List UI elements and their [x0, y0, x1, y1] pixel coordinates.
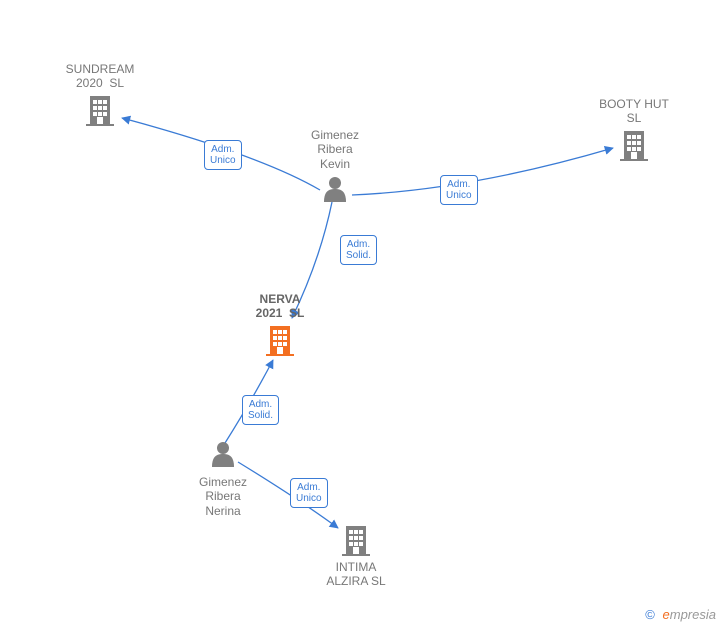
node-label-bootyhut: BOOTY HUT SL — [574, 97, 694, 126]
person-icon — [324, 177, 346, 202]
watermark: © empresia — [645, 607, 716, 622]
node-label-kevin: Gimenez Ribera Kevin — [275, 128, 395, 171]
brand-initial: e — [663, 607, 670, 622]
building-icon — [342, 526, 370, 556]
edge-label-kevin-nerva: Adm. Solid. — [340, 235, 377, 265]
building-icon — [266, 326, 294, 356]
brand-rest: mpresia — [670, 607, 716, 622]
node-label-sundream: SUNDREAM 2020 SL — [40, 62, 160, 91]
edge-label-kevin-bootyhut: Adm. Unico — [440, 175, 478, 205]
edge-label-kevin-sundream: Adm. Unico — [204, 140, 242, 170]
node-label-nerva: NERVA 2021 SL — [220, 292, 340, 321]
node-label-intima: INTIMA ALZIRA SL — [296, 560, 416, 589]
diagram-canvas — [0, 0, 728, 630]
person-icon — [212, 442, 234, 467]
edge-label-nerina-nerva: Adm. Solid. — [242, 395, 279, 425]
edge-label-nerina-intima: Adm. Unico — [290, 478, 328, 508]
node-label-nerina: Gimenez Ribera Nerina — [163, 475, 283, 518]
copyright-symbol: © — [645, 607, 655, 622]
building-icon — [86, 96, 114, 126]
building-icon — [620, 131, 648, 161]
